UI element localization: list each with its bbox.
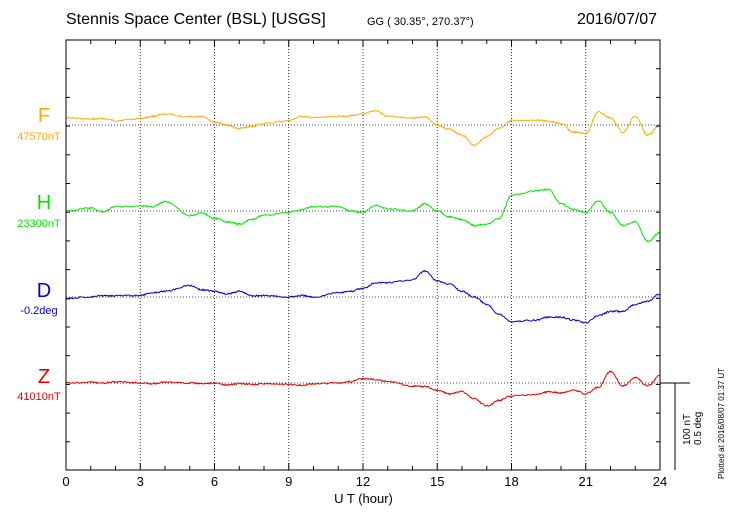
x-tick-label: 15 — [430, 474, 445, 489]
plotted-timestamp: Plotted at 2016/08/07 01:37 UT — [717, 367, 726, 479]
series-line-d — [65, 270, 661, 324]
channel-h-baseline: 23300nT — [17, 218, 61, 230]
channel-f-letter: F — [37, 105, 51, 127]
channel-d-letter: D — [36, 280, 52, 302]
channel-z-letter: Z — [37, 366, 51, 388]
axis-ticks — [65, 40, 661, 470]
channel-z-baseline: 41010nT — [17, 391, 61, 403]
channel-f-baseline: 47570nT — [17, 131, 61, 143]
x-tick-label: 21 — [578, 474, 593, 489]
scale-label-nt: 100 nT — [682, 413, 693, 445]
x-tick-label: 12 — [355, 474, 371, 489]
series-line-h — [65, 188, 661, 243]
x-tick-label: 9 — [285, 474, 293, 489]
x-tick-label: 24 — [652, 474, 668, 489]
station-title: Stennis Space Center (BSL) [USGS] — [66, 11, 326, 28]
series-line-f — [65, 109, 661, 147]
x-tick-label: 18 — [504, 474, 519, 489]
x-axis-label: U T (hour) — [334, 491, 393, 506]
grid-lines — [66, 40, 660, 470]
station-coords: GG ( 30.35°, 270.37°) — [367, 16, 474, 28]
channel-d-baseline: -0.2deg — [20, 305, 58, 317]
x-tick-label: 3 — [136, 474, 144, 489]
scale-label-deg: 0.5 deg — [693, 411, 704, 445]
channel-h-letter: H — [36, 192, 52, 214]
scale-bar — [660, 382, 690, 470]
plot-date: 2016/07/07 — [577, 11, 658, 28]
plot-frame — [65, 39, 661, 471]
series-line-z — [65, 370, 661, 407]
series-lines — [65, 109, 661, 407]
x-tick-label: 0 — [62, 474, 70, 489]
x-tick-label: 6 — [210, 474, 219, 489]
